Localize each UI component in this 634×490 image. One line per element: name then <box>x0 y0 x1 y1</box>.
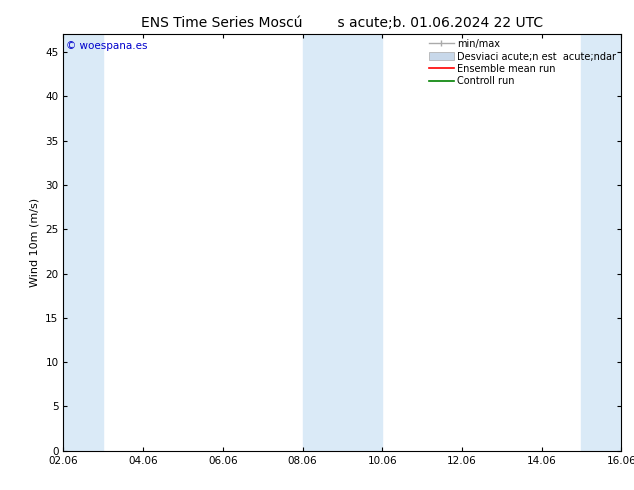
Text: © woespana.es: © woespana.es <box>66 41 148 50</box>
Bar <box>302 34 382 451</box>
Legend: min/max, Desviaci acute;n est  acute;ndar, Ensemble mean run, Controll run: min/max, Desviaci acute;n est acute;ndar… <box>427 37 618 88</box>
Bar <box>581 34 621 451</box>
Title: ENS Time Series Moscú        s acute;b. 01.06.2024 22 UTC: ENS Time Series Moscú s acute;b. 01.06.2… <box>141 16 543 30</box>
Bar <box>63 34 103 451</box>
Y-axis label: Wind 10m (m/s): Wind 10m (m/s) <box>30 198 40 287</box>
